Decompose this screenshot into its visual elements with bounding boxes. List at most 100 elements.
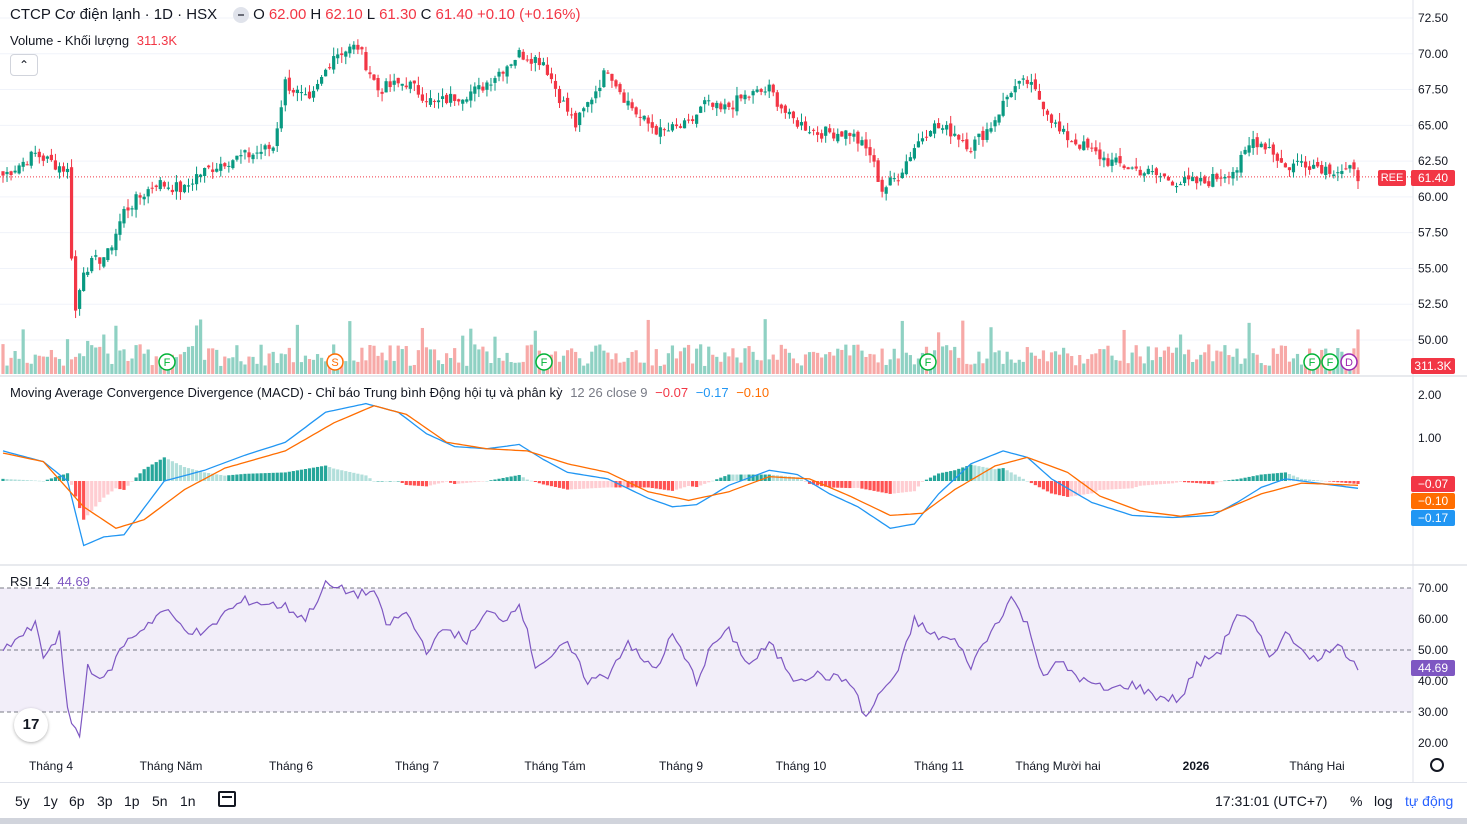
volume-bar <box>400 349 404 374</box>
candle <box>904 161 908 175</box>
volume-bar <box>223 356 227 374</box>
macd-hist-bar <box>424 481 429 487</box>
candle <box>1211 173 1215 187</box>
macd-hist-bar <box>719 477 723 481</box>
volume-bar <box>319 357 324 374</box>
macd-hist-value: −0.07 <box>655 385 689 400</box>
candle <box>1316 162 1320 167</box>
candle <box>1215 173 1219 180</box>
volume-bar <box>1283 345 1288 374</box>
rsi-tick-label: 40.00 <box>1418 674 1448 688</box>
candle <box>686 119 691 121</box>
volume-bar <box>485 351 489 374</box>
macd-hist-bar <box>803 481 808 482</box>
range-3p-button[interactable]: 3p <box>97 793 113 809</box>
candle <box>908 157 912 162</box>
macd-hist-bar <box>981 466 985 481</box>
macd-tick-label: 2.00 <box>1418 388 1442 402</box>
candle <box>1259 143 1263 148</box>
volume-bar <box>182 351 187 374</box>
volume-bar <box>219 365 223 374</box>
settings-icon[interactable] <box>1430 758 1444 772</box>
volume-bar <box>941 346 945 374</box>
macd-hist-bar <box>1344 481 1348 483</box>
macd-hist-bar <box>1045 481 1050 492</box>
range-1y-button[interactable]: 1y <box>43 793 58 809</box>
volume-bar <box>287 347 291 374</box>
macd-hist-bar <box>775 475 779 481</box>
macd-hist-bar <box>174 463 179 481</box>
rsi-legend[interactable]: RSI 14 44.69 <box>10 574 94 589</box>
candle <box>682 120 687 129</box>
candle <box>1344 168 1348 170</box>
candle <box>920 138 925 142</box>
volume-bar <box>1199 354 1203 374</box>
candle <box>828 128 832 133</box>
macd-hist-bar <box>37 480 41 482</box>
volume-bar <box>880 348 884 374</box>
macd-line-tag: −0.17 <box>1411 510 1455 526</box>
range-1n-button[interactable]: 1n <box>180 793 196 809</box>
macd-hist-bar <box>1324 481 1328 482</box>
volume-bar <box>1187 349 1191 374</box>
volume-bar <box>731 348 735 374</box>
macd-hist-bar <box>1267 473 1271 481</box>
percent-toggle[interactable]: % <box>1350 793 1363 809</box>
volume-bar <box>154 356 158 374</box>
symbol-title[interactable]: CTCP Cơ điện lạnh · 1D · HSX <box>10 6 218 23</box>
macd-hist-bar <box>791 476 796 481</box>
candle <box>283 79 287 106</box>
volume-bar <box>561 355 566 374</box>
macd-hist-bar <box>73 481 78 497</box>
volume-bar <box>404 346 408 374</box>
candle <box>626 100 630 106</box>
tradingview-logo[interactable]: 17 <box>14 708 48 742</box>
macd-hist-bar <box>759 474 763 481</box>
hide-icon[interactable] <box>233 7 250 24</box>
candle <box>711 102 715 107</box>
range-5n-button[interactable]: 5n <box>152 793 168 809</box>
log-toggle[interactable]: log <box>1374 793 1393 809</box>
volume-bar <box>820 357 824 374</box>
volume-bar <box>1082 363 1086 374</box>
auto-toggle[interactable]: tự động <box>1405 793 1454 809</box>
x-tick-label: Tháng Tám <box>524 759 585 773</box>
macd-hist-bar <box>1187 481 1191 483</box>
x-tick-label: Tháng 10 <box>776 759 827 773</box>
candle <box>1267 147 1271 149</box>
volume-bar <box>936 332 941 374</box>
macd-signal-tag: −0.10 <box>1411 493 1455 509</box>
candle <box>138 195 142 198</box>
macd-hist-bar <box>1114 481 1118 490</box>
collapse-legend-button[interactable]: ⌃ <box>10 54 38 76</box>
candle <box>150 187 154 189</box>
volume-bar <box>1037 358 1042 374</box>
macd-legend[interactable]: Moving Average Convergence Divergence (M… <box>10 385 773 400</box>
volume-bar <box>303 355 308 374</box>
clock-time[interactable]: 17:31:01 (UTC+7) <box>1215 793 1328 809</box>
volume-bar <box>860 350 864 374</box>
candle <box>1122 165 1126 169</box>
candle <box>275 128 279 147</box>
macd-hist-bar <box>9 479 13 481</box>
range-5y-button[interactable]: 5y <box>15 793 30 809</box>
candle <box>1207 181 1211 187</box>
volume-bar <box>658 365 662 374</box>
volume-legend[interactable]: Volume - Khối lượng 311.3K <box>10 33 181 48</box>
macd-hist-bar <box>816 481 820 486</box>
volume-bar <box>916 358 921 374</box>
candle <box>436 100 441 103</box>
macd-hist-bar <box>1356 481 1360 485</box>
range-1p-button[interactable]: 1p <box>124 793 140 809</box>
volume-bar <box>324 361 328 374</box>
volume-bar <box>590 351 594 374</box>
range-6p-button[interactable]: 6p <box>69 793 85 809</box>
candle <box>735 95 739 112</box>
macd-hist-bar <box>574 481 578 490</box>
calendar-icon[interactable] <box>218 791 236 807</box>
volume-bar <box>174 357 179 374</box>
volume-bars <box>1 319 1360 374</box>
macd-hist-bar <box>896 481 900 494</box>
macd-hist-bar <box>561 481 566 489</box>
